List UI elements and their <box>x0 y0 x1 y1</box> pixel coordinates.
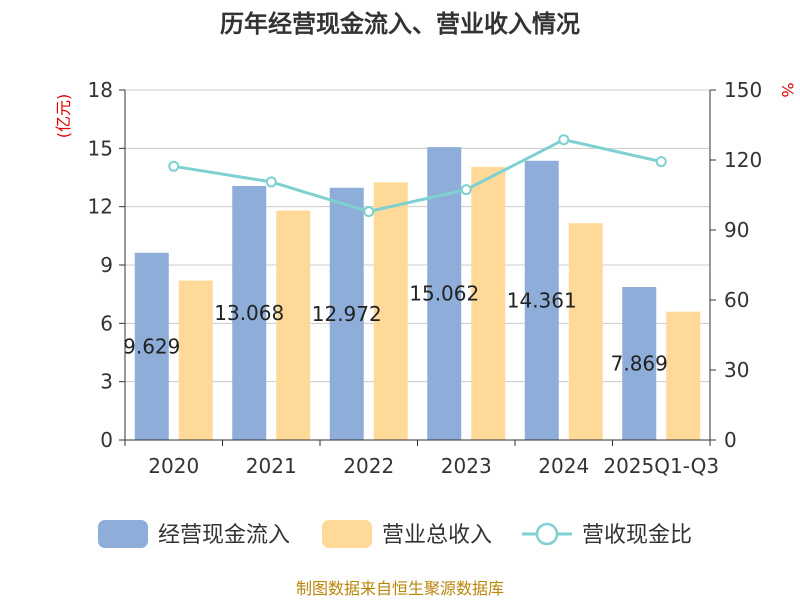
revenue-bar <box>373 182 408 440</box>
cash-inflow-data-label: 15.062 <box>409 282 479 306</box>
right-tick-label: 0 <box>724 428 737 452</box>
cash-inflow-bar <box>134 252 169 440</box>
ratio-line <box>173 138 662 214</box>
right-tick-label: 120 <box>724 148 762 172</box>
ratio-point <box>363 206 375 218</box>
x-tick-label: 2021 <box>246 454 297 478</box>
revenue-bar <box>471 166 506 441</box>
ratio-line-group <box>168 134 667 218</box>
cash-inflow-bar <box>329 187 364 440</box>
left-tick-label: 3 <box>100 370 113 394</box>
revenue-bar <box>276 210 311 440</box>
revenue-bar <box>568 223 603 440</box>
grid-lines <box>125 89 710 383</box>
right-tick-label: 30 <box>724 358 749 382</box>
left-tick-label: 0 <box>100 428 113 452</box>
legend-label-cash-inflow: 经营现金流入 <box>158 523 290 548</box>
legend-label-revenue: 营业总收入 <box>382 523 492 548</box>
axes-group: 0 3 6 9 12 15 18 0 30 60 90 120 150 2020 2021 2022 2023 2… <box>88 78 763 478</box>
x-tick-label: 2023 <box>441 454 492 478</box>
cash-inflow-bar <box>524 160 559 440</box>
left-axis-label: (亿元) <box>54 94 73 139</box>
left-tick-label: 12 <box>88 195 113 219</box>
source-note: 制图数据来自恒生聚源数据库 <box>296 579 504 598</box>
legend-swatch-ratio-marker <box>535 522 559 546</box>
legend-swatch-revenue <box>322 520 372 548</box>
cash-inflow-bar <box>622 286 657 440</box>
cash-inflow-bar <box>232 185 267 440</box>
x-tick-label: 2024 <box>538 454 589 478</box>
legend-swatch-cash-inflow <box>98 520 148 548</box>
x-tick-label: 2020 <box>148 454 199 478</box>
ratio-point <box>265 176 277 188</box>
right-tick-label: 150 <box>724 78 762 102</box>
left-tick-label: 6 <box>100 311 113 335</box>
ratio-point <box>655 156 667 168</box>
cash-inflow-data-label: 14.361 <box>507 288 577 312</box>
revenue-bar <box>666 311 701 440</box>
legend: 经营现金流入 营业总收入 营收现金比 <box>98 520 692 548</box>
cash-inflow-data-label: 9.629 <box>123 334 180 358</box>
chart-title: 历年经营现金流入、营业收入情况 <box>220 10 580 38</box>
left-tick-label: 9 <box>100 253 113 277</box>
left-tick-label: 18 <box>88 78 113 102</box>
x-tick-label: 2022 <box>343 454 394 478</box>
data-labels-group: 9.629 13.068 12.972 15.062 14.361 7.869 <box>123 282 668 376</box>
ratio-point <box>168 160 180 172</box>
bars-group <box>134 147 701 441</box>
cash-inflow-data-label: 12.972 <box>312 302 382 326</box>
legend-label-ratio: 营收现金比 <box>582 523 692 548</box>
right-axis-label: % <box>778 82 797 97</box>
cash-inflow-data-label: 13.068 <box>214 301 284 325</box>
left-tick-label: 15 <box>88 136 113 160</box>
ratio-point <box>460 184 472 196</box>
x-tick-label: 2025Q1-Q3 <box>603 454 719 478</box>
revenue-bar <box>178 280 213 440</box>
cash-inflow-data-label: 7.869 <box>611 351 668 375</box>
right-tick-label: 90 <box>724 218 749 242</box>
right-tick-label: 60 <box>724 288 749 312</box>
ratio-point <box>558 134 570 146</box>
